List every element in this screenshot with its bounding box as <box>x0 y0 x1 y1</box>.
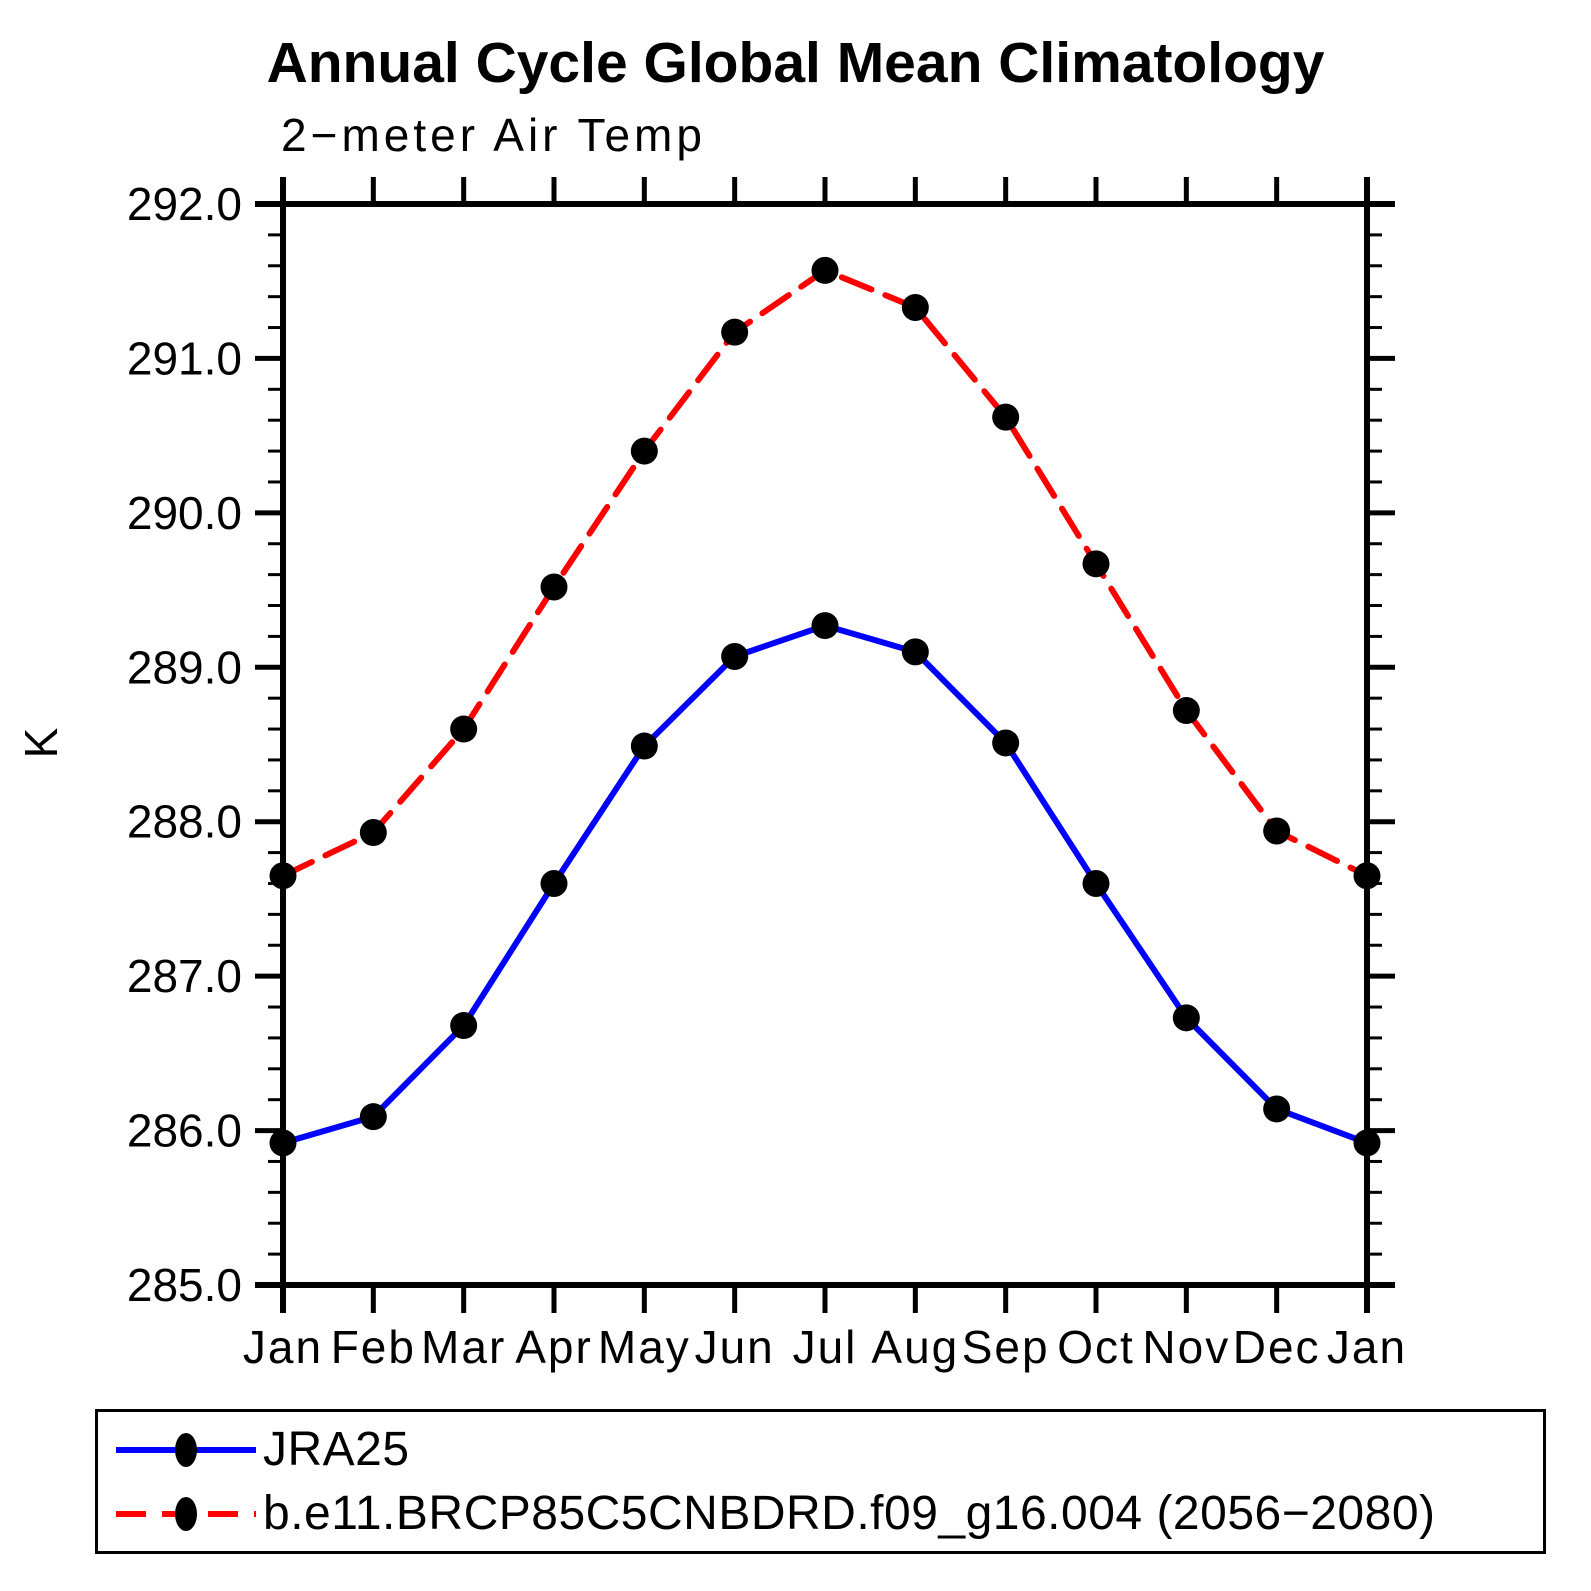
data-point-marker <box>1353 862 1381 890</box>
y-tick-label: 288.0 <box>127 796 242 848</box>
data-point-marker <box>1263 817 1291 845</box>
data-point-marker <box>721 318 749 346</box>
x-tick-label: Sep <box>962 1321 1050 1373</box>
series-line <box>280 267 1370 879</box>
series-model <box>269 256 1381 890</box>
data-point-marker <box>630 732 658 760</box>
data-point-marker <box>630 437 658 465</box>
legend-label-jra25: JRA25 <box>263 1422 410 1476</box>
data-point-marker <box>901 293 929 321</box>
y-axis-title: K <box>15 727 67 758</box>
data-point-marker <box>1172 1004 1200 1032</box>
data-point-marker <box>450 1012 478 1040</box>
data-point-marker <box>540 573 568 601</box>
x-tick-label: Mar <box>421 1321 506 1373</box>
series-line <box>280 622 1370 1146</box>
y-tick-label: 287.0 <box>127 950 242 1002</box>
data-point-marker <box>1172 697 1200 725</box>
data-point-marker <box>721 642 749 670</box>
data-point-marker <box>1082 550 1110 578</box>
chart-subtitle: 2−meter Air Temp <box>281 109 706 161</box>
data-point-marker <box>269 862 297 890</box>
data-point-marker <box>1082 869 1110 897</box>
data-point-marker <box>540 869 568 897</box>
data-point-marker <box>811 612 839 640</box>
axes <box>255 177 1395 1313</box>
x-tick-label: Jul <box>793 1321 858 1373</box>
y-tick-label: 285.0 <box>127 1259 242 1311</box>
x-tick-label: Feb <box>331 1321 416 1373</box>
x-tick-label: Jun <box>695 1321 775 1373</box>
y-tick-label: 286.0 <box>127 1105 242 1157</box>
data-point-marker <box>450 715 478 743</box>
x-axis-month-labels: Jan Feb Mar Apr May Jun Jul Aug Sep Oct Nov Dec Jan <box>243 1321 1407 1373</box>
x-tick-label: Dec <box>1233 1321 1321 1373</box>
legend-box: JRA25 b.e11.BRCP85C5CNBDRD.f09_g16.004 (… <box>95 1409 1546 1554</box>
y-tick-label: 291.0 <box>127 332 242 384</box>
legend-item-model: b.e11.BRCP85C5CNBDRD.f09_g16.004 (2056−2… <box>98 1482 1543 1546</box>
data-point-marker <box>811 256 839 284</box>
data-point-marker <box>901 638 929 666</box>
legend-marker-icon <box>175 1432 197 1467</box>
legend-dashed-line-icon <box>116 1496 256 1531</box>
data-point-marker <box>992 403 1020 431</box>
x-tick-label: Aug <box>871 1321 959 1373</box>
data-point-marker <box>359 819 387 847</box>
data-point-marker <box>1353 1129 1381 1157</box>
y-tick-label: 290.0 <box>127 487 242 539</box>
data-point-marker <box>359 1103 387 1131</box>
x-tick-label: Jan <box>243 1321 323 1373</box>
x-tick-label: Jan <box>1327 1321 1407 1373</box>
chart-title: Annual Cycle Global Mean Climatology <box>266 31 1325 95</box>
y-tick-label: 292.0 <box>127 178 242 230</box>
legend-marker-icon <box>175 1496 197 1531</box>
x-tick-label: Apr <box>515 1321 593 1373</box>
legend-item-jra25: JRA25 <box>98 1418 1543 1482</box>
x-tick-label: May <box>598 1321 691 1373</box>
x-tick-label: Nov <box>1142 1321 1230 1373</box>
legend-solid-line-icon <box>116 1432 256 1467</box>
legend-label-model: b.e11.BRCP85C5CNBDRD.f09_g16.004 (2056−2… <box>263 1486 1436 1540</box>
data-point-marker <box>269 1129 297 1157</box>
series-jra25 <box>269 612 1381 1157</box>
x-tick-label: Oct <box>1057 1321 1135 1373</box>
data-point-marker <box>992 729 1020 757</box>
y-tick-label: 289.0 <box>127 641 242 693</box>
y-axis-tick-labels: 285.0 286.0 287.0 288.0 289.0 290.0 291.0 292.0 <box>127 178 242 1311</box>
data-point-marker <box>1263 1095 1291 1123</box>
